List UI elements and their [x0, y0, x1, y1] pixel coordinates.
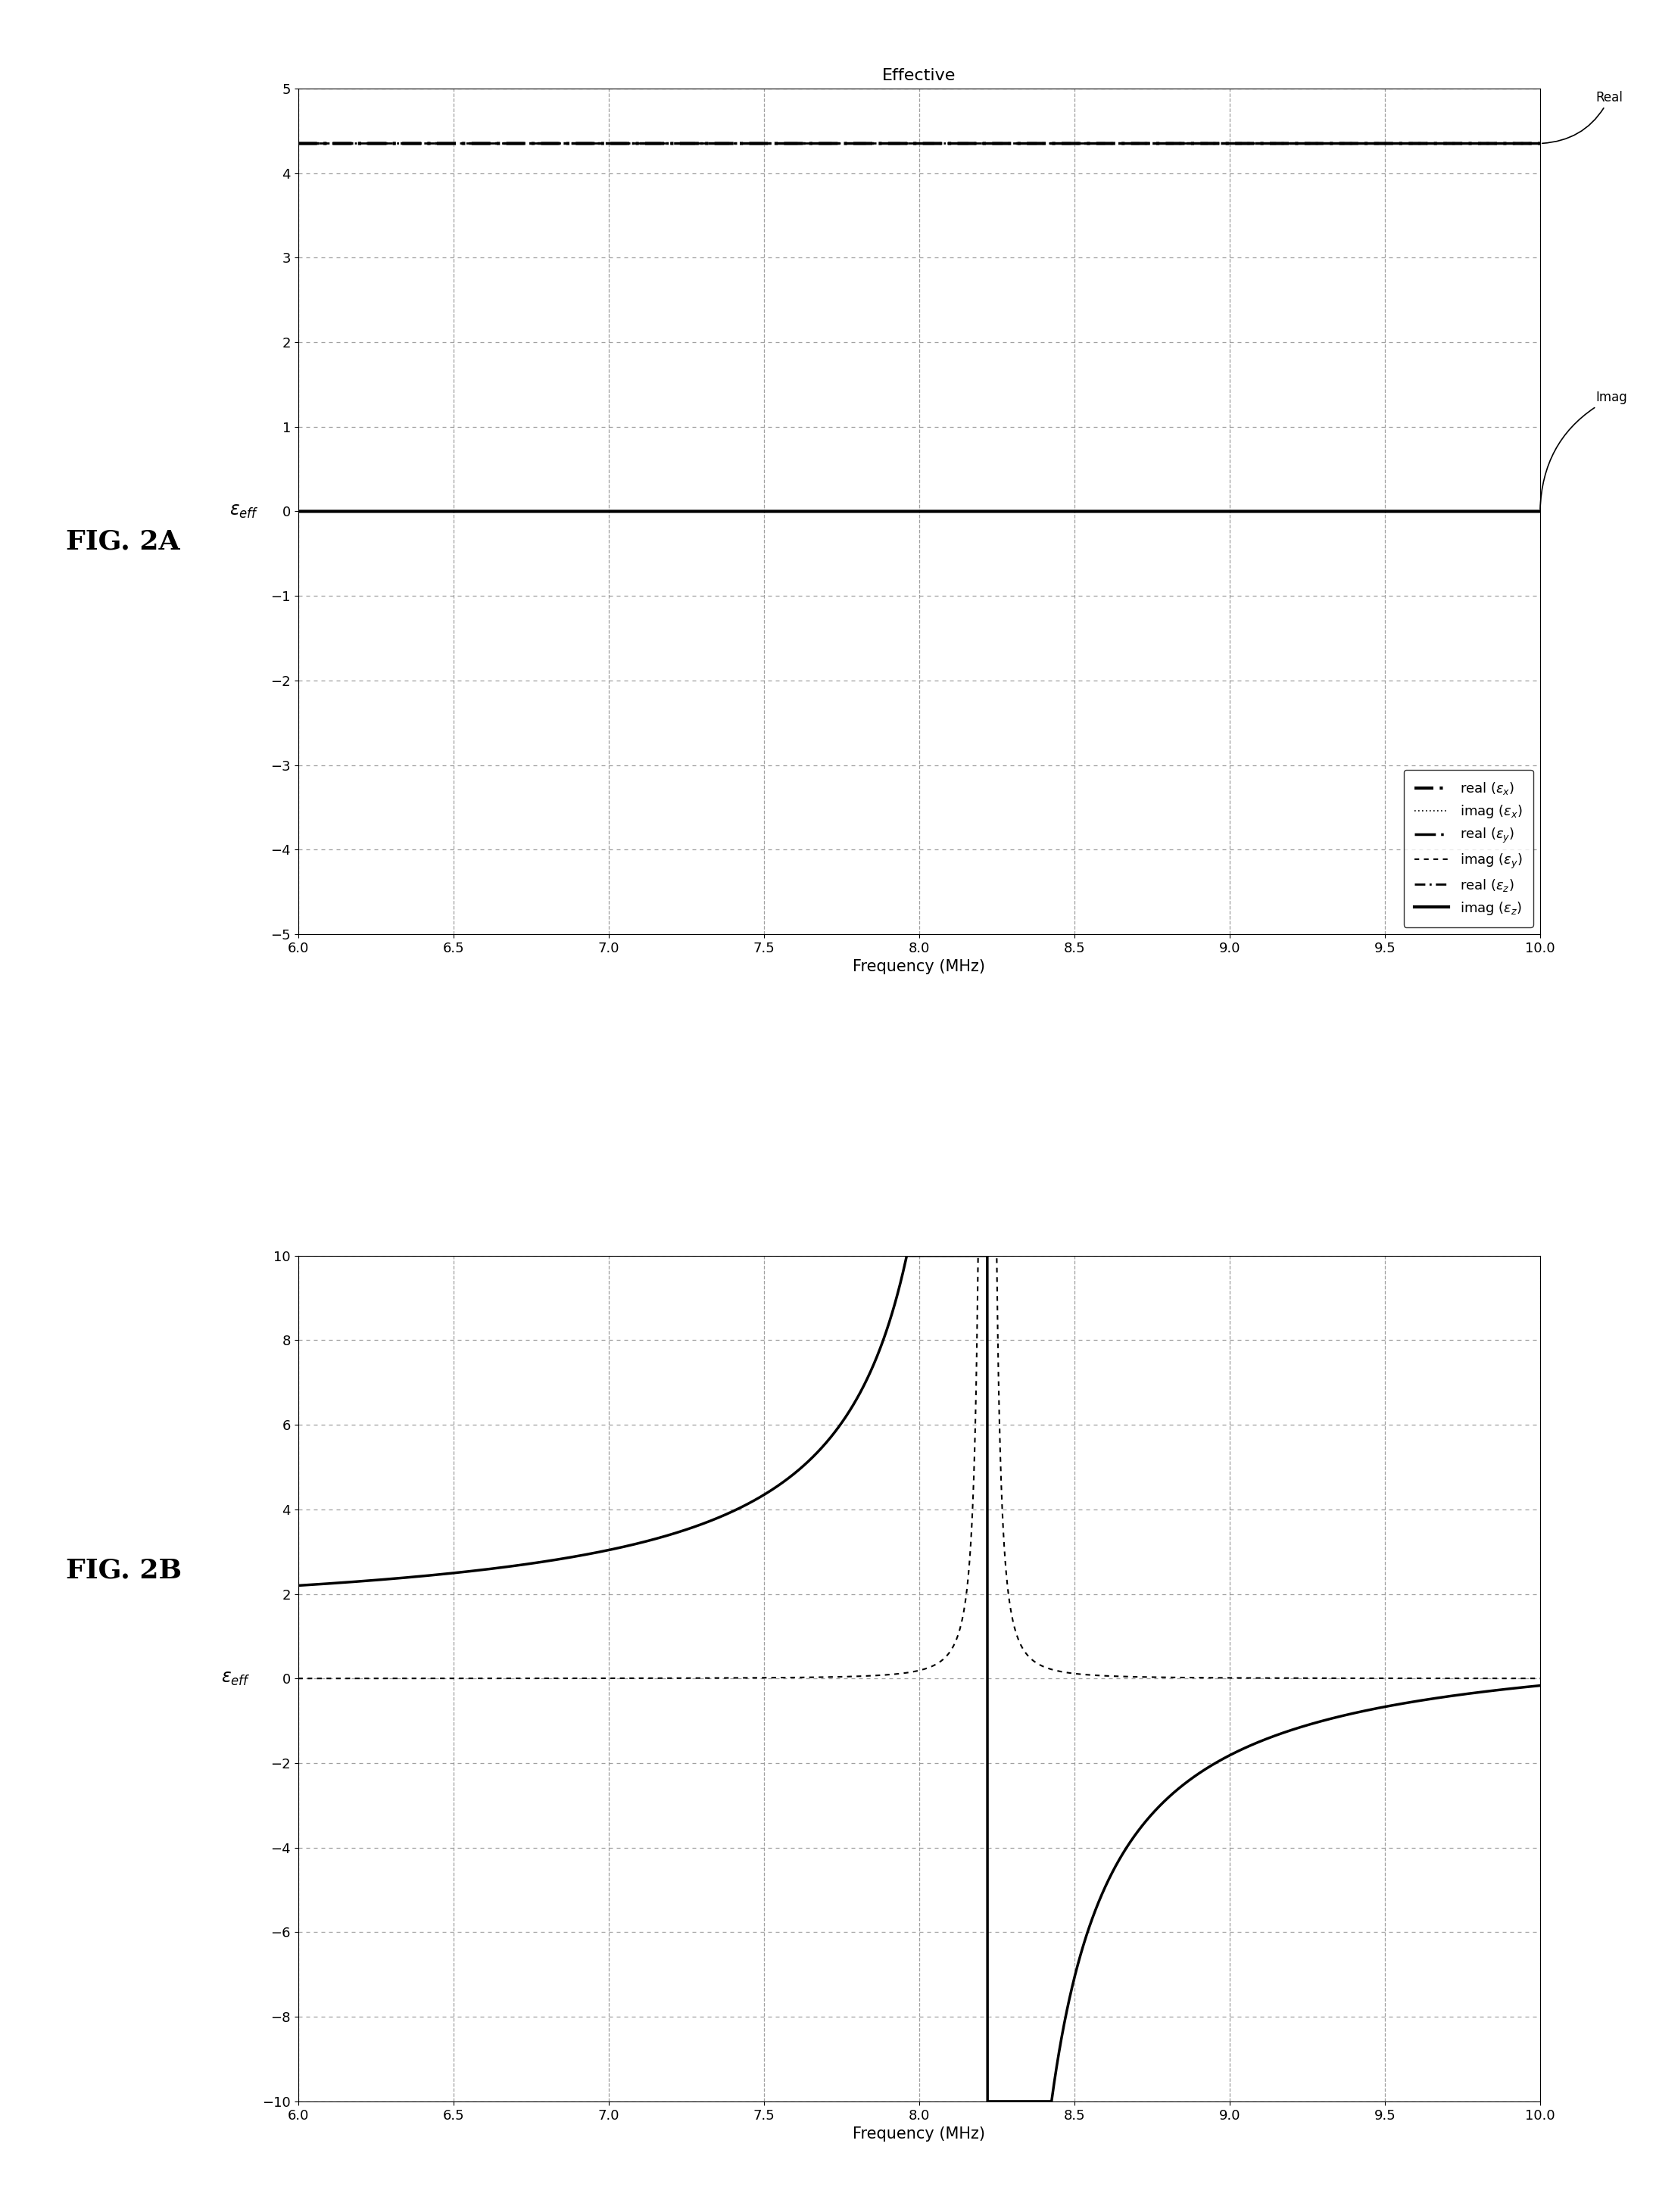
real ($\varepsilon_y$) — [1310, 131, 1330, 157]
real ($\varepsilon_x$) — [1033, 131, 1053, 157]
imag ($\varepsilon_x$) — [1096, 498, 1116, 524]
imag ($\varepsilon_y$) — [763, 498, 783, 524]
imag ($\varepsilon_x$) — [513, 498, 533, 524]
real ($\varepsilon_y$) — [1096, 131, 1116, 157]
Text: Imag: Imag — [1540, 392, 1628, 509]
Legend: real ($\varepsilon_x$), imag ($\varepsilon_x$), real ($\varepsilon_y$), imag ($\: real ($\varepsilon_x$), imag ($\varepsil… — [1404, 770, 1533, 927]
X-axis label: Frequency (MHz): Frequency (MHz) — [853, 2126, 985, 2141]
real ($\varepsilon_z$) — [288, 131, 308, 157]
real ($\varepsilon_z$) — [1096, 131, 1116, 157]
imag ($\varepsilon_x$) — [1033, 498, 1053, 524]
real ($\varepsilon_y$) — [513, 131, 533, 157]
imag ($\varepsilon_y$) — [1216, 498, 1235, 524]
Text: FIG. 2A: FIG. 2A — [66, 529, 181, 555]
imag ($\varepsilon_z$) — [513, 498, 533, 524]
real ($\varepsilon_x$) — [1096, 131, 1116, 157]
real ($\varepsilon_x$) — [513, 131, 533, 157]
imag ($\varepsilon_z$) — [1530, 498, 1550, 524]
real ($\varepsilon_z$) — [1530, 131, 1550, 157]
real ($\varepsilon_x$) — [1530, 131, 1550, 157]
real ($\varepsilon_x$) — [288, 131, 308, 157]
Text: Real: Real — [1542, 91, 1623, 144]
imag ($\varepsilon_x$) — [1530, 498, 1550, 524]
real ($\varepsilon_x$) — [1310, 131, 1330, 157]
imag ($\varepsilon_y$) — [1530, 498, 1550, 524]
imag ($\varepsilon_z$) — [1310, 498, 1330, 524]
Text: FIG. 2B: FIG. 2B — [66, 1557, 182, 1584]
Title: Effective: Effective — [883, 69, 956, 84]
imag ($\varepsilon_z$) — [1033, 498, 1053, 524]
real ($\varepsilon_y$) — [1033, 131, 1053, 157]
real ($\varepsilon_z$) — [1216, 131, 1235, 157]
imag ($\varepsilon_x$) — [1310, 498, 1330, 524]
imag ($\varepsilon_x$) — [1216, 498, 1235, 524]
imag ($\varepsilon_y$) — [1310, 498, 1330, 524]
imag ($\varepsilon_z$) — [288, 498, 308, 524]
real ($\varepsilon_x$) — [1216, 131, 1235, 157]
real ($\varepsilon_z$) — [1310, 131, 1330, 157]
imag ($\varepsilon_z$) — [1216, 498, 1235, 524]
real ($\varepsilon_z$) — [513, 131, 533, 157]
imag ($\varepsilon_y$) — [513, 498, 533, 524]
X-axis label: Frequency (MHz): Frequency (MHz) — [853, 960, 985, 975]
imag ($\varepsilon_z$) — [763, 498, 783, 524]
real ($\varepsilon_y$) — [1530, 131, 1550, 157]
real ($\varepsilon_x$) — [763, 131, 783, 157]
real ($\varepsilon_y$) — [288, 131, 308, 157]
real ($\varepsilon_y$) — [1216, 131, 1235, 157]
imag ($\varepsilon_y$) — [288, 498, 308, 524]
imag ($\varepsilon_x$) — [288, 498, 308, 524]
imag ($\varepsilon_y$) — [1096, 498, 1116, 524]
real ($\varepsilon_y$) — [763, 131, 783, 157]
real ($\varepsilon_z$) — [1033, 131, 1053, 157]
imag ($\varepsilon_z$) — [1096, 498, 1116, 524]
imag ($\varepsilon_x$) — [763, 498, 783, 524]
real ($\varepsilon_z$) — [763, 131, 783, 157]
imag ($\varepsilon_y$) — [1033, 498, 1053, 524]
Y-axis label: $\varepsilon_{eff}$: $\varepsilon_{eff}$ — [230, 502, 258, 520]
Y-axis label: $\varepsilon_{eff}$: $\varepsilon_{eff}$ — [222, 1670, 250, 1688]
